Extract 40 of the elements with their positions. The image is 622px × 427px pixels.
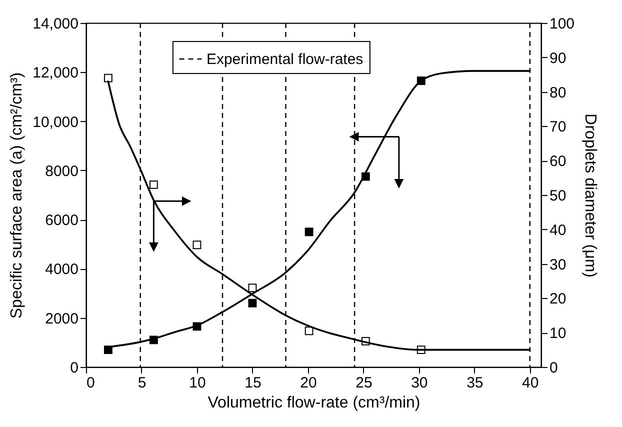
y-tick-label: 0 [70, 360, 78, 376]
y2-tick-label: 20 [550, 290, 566, 308]
x-tick-label: 25 [356, 374, 372, 392]
y-tick-label: 8000 [45, 162, 78, 180]
y2-tick-label: 70 [550, 118, 566, 136]
y2-tick-label: 30 [550, 256, 566, 274]
x-tick-label: 35 [466, 374, 484, 392]
x-tick-label: 15 [244, 374, 262, 392]
x-tick-label: 40 [522, 374, 539, 392]
point [149, 180, 158, 189]
y2-tick-label: 90 [550, 50, 566, 67]
point [104, 346, 112, 354]
y2-tick-label: 50 [550, 188, 566, 204]
y-tick-label: 14,000 [32, 16, 78, 32]
point [304, 326, 314, 336]
ref-line-label: Experimental flow-rates [206, 51, 364, 68]
point [192, 240, 202, 250]
x-tick-label: 20 [300, 374, 317, 392]
y-tick-label: 4000 [45, 261, 78, 278]
point [104, 74, 112, 82]
y2-tick-label: 40 [550, 222, 566, 239]
y2-tick-label: 100 [550, 16, 575, 32]
y2-tick-label: 0 [550, 360, 558, 376]
y2-tick-label: 60 [550, 153, 566, 170]
y-tick-label: 6000 [45, 212, 78, 230]
y-axis-title: Specific surface area (a) (cm²/cm³) [8, 72, 26, 319]
y-tick-label: 2000 [45, 310, 78, 328]
x-tick-label: 30 [411, 374, 428, 392]
y2-tick-label: 80 [550, 84, 566, 102]
point [304, 228, 314, 236]
y-tick-label: 12,000 [32, 64, 78, 82]
x-axis-title: Volumetric flow-rate (cm³/min) [208, 394, 420, 412]
y2-axis-title: Droplets diameter (μm) [582, 114, 599, 278]
point [248, 284, 257, 292]
x-tick-label: 10 [189, 374, 206, 392]
x-tick-label: 5 [138, 374, 146, 392]
point [248, 298, 257, 308]
y-tick-label: 10,000 [32, 114, 78, 131]
y2-tick-label: 10 [550, 325, 566, 342]
x-tick-label: 0 [86, 374, 95, 392]
